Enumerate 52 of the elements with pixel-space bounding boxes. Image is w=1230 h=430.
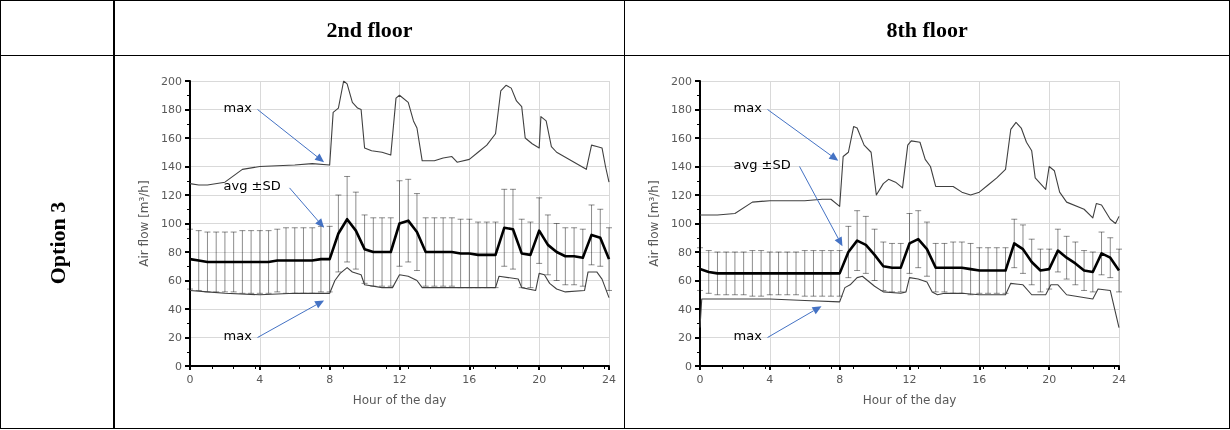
y-tick-label: 100	[161, 217, 182, 230]
text: Option 3	[45, 201, 71, 285]
y-tick-label: 20	[168, 331, 182, 344]
y-tick-label: 0	[685, 359, 692, 373]
y-tick-label: 140	[161, 160, 182, 173]
x-tick-label: 12	[392, 373, 407, 386]
x-tick-label: 16	[972, 373, 987, 386]
y-tick-label: 60	[168, 274, 182, 287]
y-tick-label: 200	[671, 74, 692, 88]
x-tick-label: 0	[186, 373, 194, 386]
y-tick-label: 100	[671, 217, 692, 230]
y-tick-label: 120	[161, 188, 182, 202]
y-tick-label: 160	[161, 131, 182, 145]
line-series	[699, 121, 1120, 225]
x-tick-label: 24	[1112, 373, 1126, 386]
x-tick-label: 4	[766, 373, 774, 386]
x-tick-label: 16	[462, 373, 477, 386]
x-tick-label: 12	[902, 373, 917, 386]
x-tick-label: 8	[326, 373, 334, 386]
y-tick-label: 20	[678, 331, 692, 344]
x-axis-title: Hour of the day	[352, 393, 447, 407]
annotation: avg ±SD	[733, 156, 791, 172]
y-tick-label: 160	[671, 131, 692, 145]
y-axis-title: Air flow [m³/h]	[137, 180, 152, 267]
line-series	[189, 267, 610, 299]
y-tick-label: 200	[161, 74, 182, 88]
x-tick-label: 24	[602, 373, 616, 386]
y-tick-label: 80	[168, 245, 182, 259]
y-tick-label: 40	[678, 302, 692, 316]
annotation: avg ±SD	[223, 177, 281, 193]
y-tick-label: 0	[175, 359, 182, 373]
chart-title: 8th floor	[886, 16, 968, 42]
x-tick-label: 8	[836, 373, 844, 386]
x-tick-label: 0	[696, 373, 704, 386]
x-axis-title: Hour of the day	[862, 393, 957, 407]
x-tick-label: 4	[256, 373, 264, 386]
y-tick-label: 120	[671, 188, 692, 202]
y-tick-label: 80	[678, 245, 692, 259]
y-tick-label: 180	[671, 103, 692, 116]
annotation: max	[223, 99, 253, 115]
annotation: max	[223, 327, 253, 343]
y-tick-label: 180	[161, 103, 182, 116]
y-axis-title: Air flow [m³/h]	[647, 180, 662, 267]
annotation: max	[733, 99, 763, 115]
chart-title: 2nd floor	[326, 16, 413, 42]
annotation: max	[733, 327, 763, 343]
y-tick-label: 60	[678, 274, 692, 287]
x-tick-label: 20	[532, 373, 547, 386]
line-series	[699, 275, 1120, 329]
x-tick-label: 20	[1042, 373, 1057, 386]
y-tick-label: 140	[671, 160, 692, 173]
y-tick-label: 40	[168, 302, 182, 316]
